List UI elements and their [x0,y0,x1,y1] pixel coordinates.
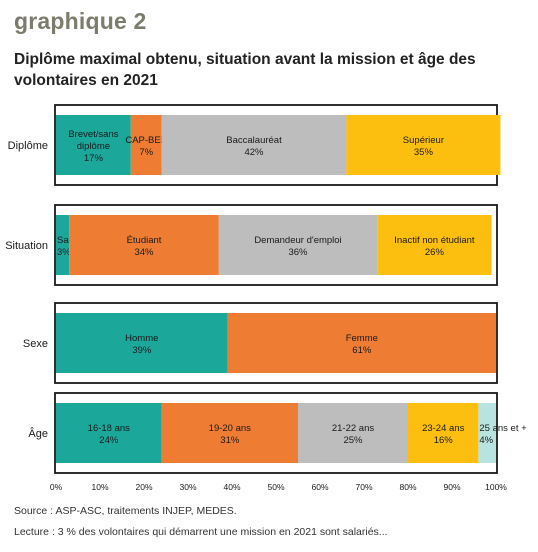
bar-segment [377,215,492,275]
bar-segment [346,115,501,175]
segment-label: Femme [346,333,378,344]
category-label: Sexe [23,338,48,350]
x-tick-label: 80% [399,482,416,492]
x-tick-label: 60% [311,482,328,492]
segment-value-label: 34% [134,247,154,258]
bar-segment [56,215,70,275]
segment-label: Baccalauréat [226,135,282,146]
source-note: Source : ASP-ASC, traitements INJEP, MED… [14,505,237,517]
category-label: Âge [28,427,48,440]
category-label: Situation [5,240,48,252]
segment-value-label: 3% [57,247,71,258]
segment-value-label: 17% [84,153,104,164]
segment-label: Supérieur [403,135,444,146]
segment-label: Homme [125,333,158,344]
x-tick-label: 10% [91,482,108,492]
segment-value-label: 16% [434,435,454,446]
bar-frame [54,204,498,286]
segment-value-label: 42% [244,147,264,158]
segment-label: CAP-BEP [125,135,167,146]
segment-value-label: 26% [425,247,445,258]
segment-label: 19-20 ans [209,423,252,434]
segment-value-label: 35% [414,147,434,158]
segment-label: Demandeur d'emploi [254,235,341,246]
x-tick-label: 50% [267,482,284,492]
segment-label: 25 ans et + [479,423,527,434]
x-tick-label: 70% [355,482,372,492]
bar-segment [161,115,347,175]
bar-segment [56,403,162,463]
segment-label: diplôme [77,141,110,152]
bar-segment [69,215,219,275]
bar-segment [227,313,496,373]
segment-value-label: 61% [352,345,372,356]
bar-frame [54,392,498,474]
bar-segment [56,115,131,175]
segment-value-label: 36% [288,247,308,258]
segment-value-label: 25% [343,435,363,446]
segment-value-label: 4% [479,435,493,446]
x-tick-label: 90% [443,482,460,492]
x-tick-label: 30% [179,482,196,492]
reading-note: Lecture : 3 % des volontaires qui démarr… [14,526,388,538]
segment-value-label: 24% [99,435,119,446]
category-label: Diplôme [8,140,48,152]
x-tick-label: 0% [50,482,63,492]
bar-segment [161,403,298,463]
x-tick-label: 40% [223,482,240,492]
bar-segment [478,403,496,463]
segment-label: 21-22 ans [332,423,375,434]
bar-segment [408,403,479,463]
segment-label: Inactif non étudiant [394,235,475,246]
segment-label: 23-24 ans [422,423,465,434]
bar-segment [130,115,162,175]
bar-segment [56,313,228,373]
segment-label: Étudiant [127,235,162,246]
segment-value-label: 7% [139,147,153,158]
bar-segment [298,403,408,463]
x-axis: 0% 10% 20% 30% 40% 50% 60% 70% 80% 90% 100% [50,482,507,492]
segment-label: Brevet/sans [68,129,118,140]
chart-title: Diplôme maximal obtenu, situation avant … [14,51,476,89]
graph-label: graphique 2 [14,8,147,34]
x-tick-label: 20% [135,482,152,492]
x-tick-label: 100% [485,482,507,492]
bar-segment [218,215,378,275]
segment-value-label: 39% [132,345,152,356]
bar-frame [54,302,498,384]
segment-label: 16-18 ans [88,423,131,434]
segment-value-label: 31% [220,435,240,446]
